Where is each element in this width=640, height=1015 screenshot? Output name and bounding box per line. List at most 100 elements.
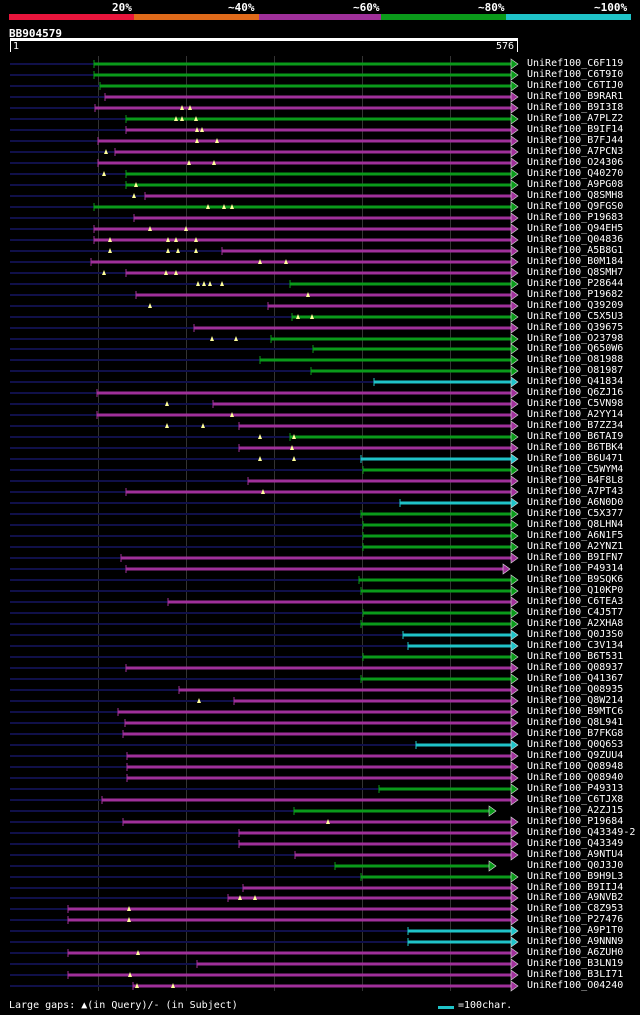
hit-label[interactable]: UniRef100_Q94EH5 — [527, 223, 624, 234]
hit-label[interactable]: UniRef100_Q10KP0 — [527, 585, 624, 596]
hit-label[interactable]: UniRef100_B3LN19 — [527, 958, 624, 969]
hit-label[interactable]: UniRef100_A9NVB2 — [527, 892, 624, 903]
hit-label[interactable]: UniRef100_Q43349-2 — [527, 827, 636, 838]
hit-label[interactable]: UniRef100_B9IIJ4 — [527, 882, 624, 893]
hit-label[interactable]: UniRef100_Q8SMH7 — [527, 267, 624, 278]
hit-label[interactable]: UniRef100_Q8W214 — [527, 695, 624, 706]
hit-label[interactable]: UniRef100_C5VN98 — [527, 398, 624, 409]
hit-label[interactable]: UniRef100_Q0J3S0 — [527, 629, 624, 640]
hit-arrow — [510, 706, 519, 718]
hit-label[interactable]: UniRef100_Q08935 — [527, 684, 624, 695]
scale-key-label: =100char. — [458, 1000, 513, 1011]
hit-label[interactable]: UniRef100_C4J5T7 — [527, 607, 624, 618]
hit-label[interactable]: UniRef100_Q04836 — [527, 234, 624, 245]
hit-label[interactable]: UniRef100_B6TAI9 — [527, 431, 624, 442]
query-gap-marker — [258, 456, 262, 461]
hit-label[interactable]: UniRef100_P19684 — [527, 816, 624, 827]
hit-label[interactable]: UniRef100_Q39675 — [527, 322, 624, 333]
hit-label[interactable]: UniRef100_Q43349 — [527, 838, 624, 849]
hit-label[interactable]: UniRef100_Q9ZUU4 — [527, 750, 624, 761]
hit-label[interactable]: UniRef100_Q08937 — [527, 662, 624, 673]
hit-label[interactable]: UniRef100_A7PCN3 — [527, 146, 624, 157]
hit-label[interactable]: UniRef100_Q39209 — [527, 300, 624, 311]
hit-label[interactable]: UniRef100_O81988 — [527, 354, 624, 365]
hit-label[interactable]: UniRef100_Q41367 — [527, 673, 624, 684]
hit-label[interactable]: UniRef100_Q8SMH8 — [527, 190, 624, 201]
hit-label[interactable]: UniRef100_Q08948 — [527, 761, 624, 772]
hit-arrow — [510, 651, 519, 663]
query-gap-marker — [174, 116, 178, 121]
hit-label[interactable]: UniRef100_B9MTC6 — [527, 706, 624, 717]
hit-label[interactable]: UniRef100_A6N1F5 — [527, 530, 624, 541]
hit-label[interactable]: UniRef100_A2YY14 — [527, 409, 624, 420]
hit-label[interactable]: UniRef100_B0M184 — [527, 256, 624, 267]
hit-label[interactable]: UniRef100_O24306 — [527, 157, 624, 168]
hit-label[interactable]: UniRef100_A9NTU4 — [527, 849, 624, 860]
hit-label[interactable]: UniRef100_A7PT43 — [527, 486, 624, 497]
hit-label[interactable]: UniRef100_Q0Q6S3 — [527, 739, 624, 750]
hit-label[interactable]: UniRef100_C6TEA3 — [527, 596, 624, 607]
query-gap-marker — [326, 819, 330, 824]
hit-label[interactable]: UniRef100_P27476 — [527, 914, 624, 925]
hit-label[interactable]: UniRef100_B9SQK6 — [527, 574, 624, 585]
hit-label[interactable]: UniRef100_A9NNN9 — [527, 936, 624, 947]
hit-label[interactable]: UniRef100_O23798 — [527, 333, 624, 344]
hit-label[interactable]: UniRef100_Q8L941 — [527, 717, 624, 728]
hit-label[interactable]: UniRef100_Q9FGS0 — [527, 201, 624, 212]
hit-label[interactable]: UniRef100_B7ZZ34 — [527, 420, 624, 431]
hit-label[interactable]: UniRef100_C5WYM4 — [527, 464, 624, 475]
hit-label[interactable]: UniRef100_A2YNZ1 — [527, 541, 624, 552]
query-gap-marker — [134, 182, 138, 187]
hit-label[interactable]: UniRef100_A6N0D0 — [527, 497, 624, 508]
hit-arrow — [510, 475, 519, 487]
hit-label[interactable]: UniRef100_P49314 — [527, 563, 624, 574]
hit-label[interactable]: UniRef100_O81987 — [527, 365, 624, 376]
hit-label[interactable]: UniRef100_O04240 — [527, 980, 624, 991]
hit-label[interactable]: UniRef100_B7FJ44 — [527, 135, 624, 146]
hit-label[interactable]: UniRef100_A7PLZ2 — [527, 113, 624, 124]
hit-label[interactable]: UniRef100_A2XHA8 — [527, 618, 624, 629]
query-gap-marker — [208, 281, 212, 286]
hit-label[interactable]: UniRef100_A9PG08 — [527, 179, 624, 190]
hit-label[interactable]: UniRef100_B9IF14 — [527, 124, 624, 135]
hit-label[interactable]: UniRef100_B9IFN7 — [527, 552, 624, 563]
hit-arrow — [510, 574, 519, 586]
hit-label[interactable]: UniRef100_P19682 — [527, 289, 624, 300]
hit-label[interactable]: UniRef100_Q650W6 — [527, 343, 624, 354]
hit-label[interactable]: UniRef100_C3V134 — [527, 640, 624, 651]
hit-label[interactable]: UniRef100_C5X377 — [527, 508, 624, 519]
hit-arrow — [510, 750, 519, 762]
hit-label[interactable]: UniRef100_C6TJX8 — [527, 794, 624, 805]
hit-label[interactable]: UniRef100_B6T531 — [527, 651, 624, 662]
hit-label[interactable]: UniRef100_P19683 — [527, 212, 624, 223]
hit-label[interactable]: UniRef100_P28644 — [527, 278, 624, 289]
hit-label[interactable]: UniRef100_B3LI71 — [527, 969, 624, 980]
hit-label[interactable]: UniRef100_A9P1T0 — [527, 925, 624, 936]
hit-label[interactable]: UniRef100_Q41834 — [527, 376, 624, 387]
hit-label[interactable]: UniRef100_A6ZUH0 — [527, 947, 624, 958]
hit-label[interactable]: UniRef100_A5B8G1 — [527, 245, 624, 256]
hit-label[interactable]: UniRef100_C6F119 — [527, 58, 624, 69]
grid-line — [186, 56, 187, 991]
hit-label[interactable]: UniRef100_Q6ZJ16 — [527, 387, 624, 398]
hit-label[interactable]: UniRef100_C5X5U3 — [527, 311, 624, 322]
query-gap-marker — [128, 972, 132, 977]
hit-label[interactable]: UniRef100_Q0J3J0 — [527, 860, 624, 871]
hit-label[interactable]: UniRef100_B9H9L3 — [527, 871, 624, 882]
hit-label[interactable]: UniRef100_Q40270 — [527, 168, 624, 179]
hit-label[interactable]: UniRef100_B7FKG8 — [527, 728, 624, 739]
hit-arrow — [510, 827, 519, 839]
hit-label[interactable]: UniRef100_B9RAR1 — [527, 91, 624, 102]
hit-arrow — [510, 717, 519, 729]
hit-label[interactable]: UniRef100_C6TIJ0 — [527, 80, 624, 91]
hit-label[interactable]: UniRef100_Q08940 — [527, 772, 624, 783]
hit-label[interactable]: UniRef100_B9I3I8 — [527, 102, 624, 113]
hit-label[interactable]: UniRef100_B6U471 — [527, 453, 624, 464]
hit-label[interactable]: UniRef100_B4F8L8 — [527, 475, 624, 486]
hit-label[interactable]: UniRef100_P49313 — [527, 783, 624, 794]
hit-label[interactable]: UniRef100_C8Z953 — [527, 903, 624, 914]
hit-label[interactable]: UniRef100_Q8LHN4 — [527, 519, 624, 530]
hit-label[interactable]: UniRef100_C6T9I0 — [527, 69, 624, 80]
hit-label[interactable]: UniRef100_B6TBK4 — [527, 442, 624, 453]
hit-label[interactable]: UniRef100_A2ZJ15 — [527, 805, 624, 816]
